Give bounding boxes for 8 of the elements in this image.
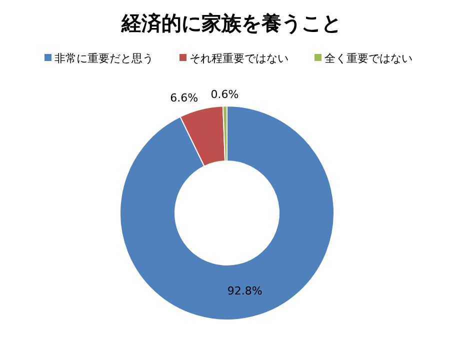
legend-label: 非常に重要だと思う xyxy=(54,52,154,65)
legend-label: それ程重要ではない xyxy=(190,52,288,65)
data-label: 6.6% xyxy=(170,92,198,105)
chart-title: 経済的に家族を養うこと xyxy=(120,11,342,35)
donut-slice xyxy=(120,106,334,320)
data-label: 0.6% xyxy=(210,88,239,102)
data-label: 92.8% xyxy=(227,284,262,298)
legend-label: 全く重要ではない xyxy=(324,52,412,65)
